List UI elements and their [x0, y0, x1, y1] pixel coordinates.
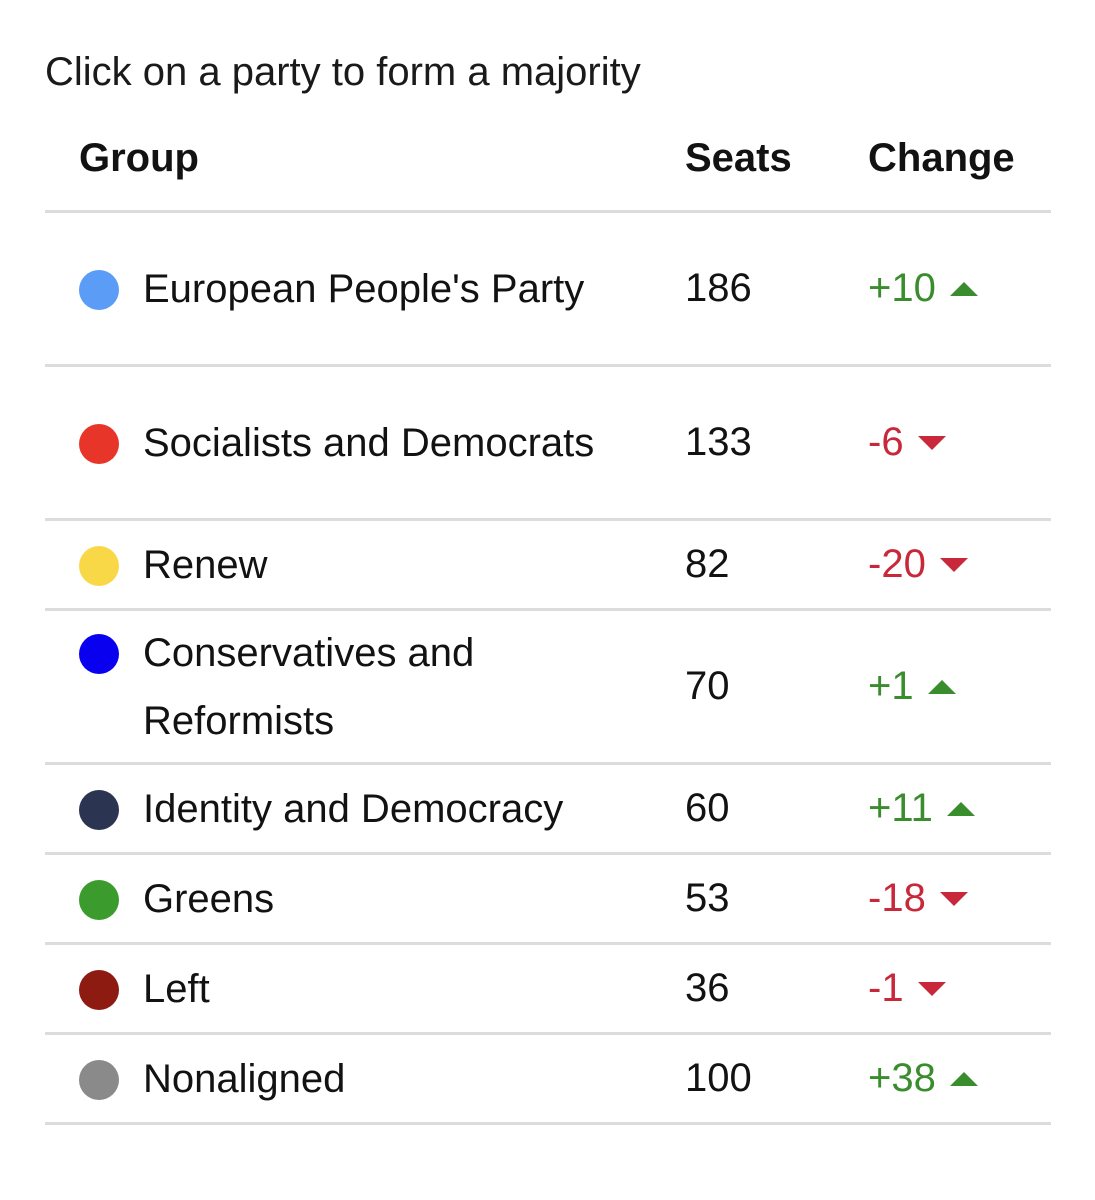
change-indicator: +11 — [868, 786, 975, 831]
change-indicator: +1 — [868, 664, 956, 709]
change-indicator: +10 — [868, 266, 978, 311]
change-value: +10 — [868, 266, 936, 310]
change-indicator: -6 — [868, 420, 946, 465]
party-row-greens[interactable]: Greens 53 -18 — [45, 853, 1051, 945]
seats-value: 60 — [685, 763, 868, 855]
party-name: Left — [143, 966, 210, 1011]
change-indicator: +38 — [868, 1056, 978, 1101]
majority-builder: Click on a party to form a majority Grou… — [45, 44, 1051, 1125]
seats-value: 133 — [685, 365, 868, 521]
change-value: -1 — [868, 966, 904, 1010]
party-name: Socialists and Democrats — [143, 420, 595, 465]
party-row-nonaligned[interactable]: Nonaligned 100 +38 — [45, 1033, 1051, 1125]
party-row-ecr[interactable]: Conservatives and Reformists 70 +1 — [45, 609, 1051, 765]
triangle-down-icon — [939, 557, 968, 572]
column-header-seats: Seats — [685, 106, 868, 213]
change-indicator: -1 — [868, 966, 946, 1011]
results-table: Group Seats Change European People's Par… — [45, 106, 1051, 1125]
triangle-up-icon — [946, 801, 975, 816]
party-name: Renew — [143, 542, 268, 587]
party-color-dot — [79, 545, 119, 586]
party-row-id[interactable]: Identity and Democracy 60 +11 — [45, 763, 1051, 855]
change-indicator: -20 — [868, 542, 968, 587]
change-value: +1 — [868, 664, 914, 708]
party-name: Greens — [143, 876, 275, 921]
party-color-dot — [79, 879, 119, 920]
party-color-dot — [79, 789, 119, 830]
party-color-dot — [79, 969, 119, 1010]
party-color-dot — [79, 1059, 119, 1100]
party-row-left[interactable]: Left 36 -1 — [45, 943, 1051, 1035]
party-row-renew[interactable]: Renew 82 -20 — [45, 519, 1051, 611]
seats-value: 70 — [685, 609, 868, 765]
change-value: -6 — [868, 420, 904, 464]
party-color-dot — [79, 423, 119, 464]
change-value: +38 — [868, 1056, 936, 1100]
seats-value: 82 — [685, 519, 868, 611]
instruction-text: Click on a party to form a majority — [45, 50, 641, 94]
change-value: -20 — [868, 542, 926, 586]
change-value: -18 — [868, 876, 926, 920]
change-indicator: -18 — [868, 876, 968, 921]
triangle-up-icon — [949, 281, 978, 296]
party-color-dot — [79, 633, 119, 674]
seats-value: 36 — [685, 943, 868, 1035]
party-row-epp[interactable]: European People's Party 186 +10 — [45, 211, 1051, 367]
triangle-up-icon — [949, 1071, 978, 1086]
party-name: European People's Party — [143, 266, 585, 311]
party-color-dot — [79, 269, 119, 310]
table-header-row: Group Seats Change — [45, 106, 1051, 213]
party-name: Nonaligned — [143, 1056, 346, 1101]
column-header-group: Group — [45, 106, 685, 213]
seats-value: 53 — [685, 853, 868, 945]
party-name: Identity and Democracy — [143, 786, 564, 831]
triangle-down-icon — [917, 435, 946, 450]
triangle-up-icon — [927, 679, 956, 694]
change-value: +11 — [868, 786, 933, 830]
party-row-sd[interactable]: Socialists and Democrats 133 -6 — [45, 365, 1051, 521]
triangle-down-icon — [939, 891, 968, 906]
triangle-down-icon — [917, 981, 946, 996]
seats-value: 186 — [685, 211, 868, 367]
column-header-change: Change — [868, 106, 1051, 213]
seats-value: 100 — [685, 1033, 868, 1125]
party-name: Conservatives and Reformists — [143, 630, 475, 743]
